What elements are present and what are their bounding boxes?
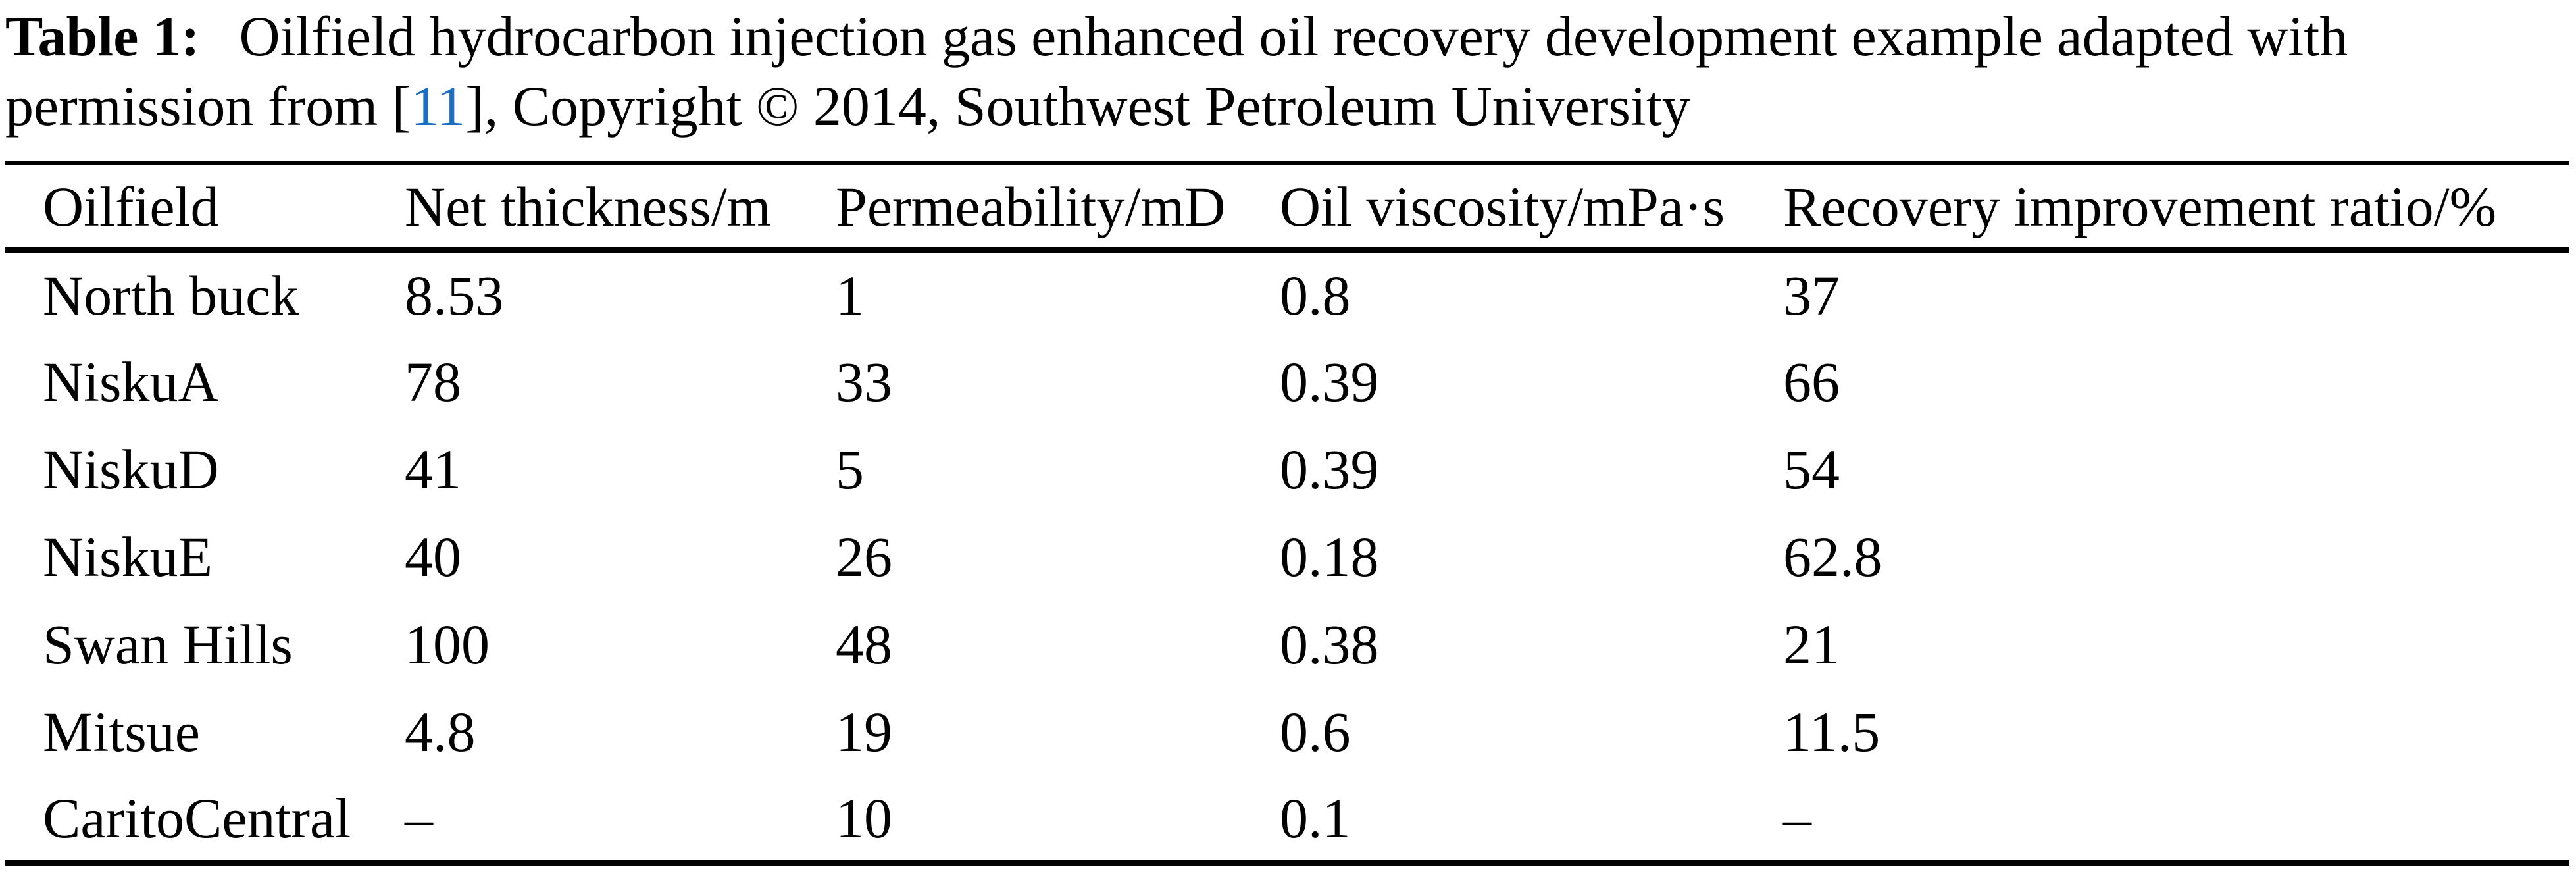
table-body: North buck 8.53 1 0.8 37 NiskuA 78 33 0.39 66 Nisk… (5, 250, 2569, 863)
value-cell: 10 (836, 786, 892, 850)
value-cell: 0.39 (1280, 350, 1379, 413)
value-cell: 100 (405, 612, 490, 676)
caption-line-2: permission from [11], Copyright © 2014, … (5, 71, 2573, 141)
value-cell: 48 (836, 612, 892, 676)
value-cell: 11.5 (1783, 700, 1881, 764)
value-cell: 21 (1783, 612, 1840, 676)
value-cell: 33 (836, 350, 892, 413)
value-cell: 37 (1783, 263, 1840, 327)
value-cell: 0.38 (1280, 612, 1379, 676)
value-cell: 0.1 (1280, 786, 1351, 850)
value-cell: 26 (836, 525, 892, 588)
column-header-0: Oilfield (43, 174, 219, 238)
value-cell: 62.8 (1783, 525, 1882, 588)
table-row: CaritoCentral –10 0.1– (5, 775, 2569, 863)
value-cell: – (1783, 786, 1811, 850)
value-cell: 1 (836, 263, 864, 327)
value-cell: 41 (405, 437, 461, 501)
value-cell: 19 (836, 700, 892, 764)
caption-line-1: Table 1: Oilfield hydrocarbon injection g… (5, 1, 2573, 71)
header-row: Oilfield Net thickness/m Permeability/mD Oi… (5, 163, 2569, 250)
value-cell: 66 (1783, 350, 1840, 413)
row-label-cell: Mitsue (43, 700, 200, 764)
value-cell: 40 (405, 525, 461, 588)
table-row: NiskuE 40 26 0.18 62.8 (5, 513, 2569, 600)
value-cell: 78 (405, 350, 461, 413)
data-table: Oilfield Net thickness/m Permeability/mD Oi… (5, 161, 2569, 866)
table-caption: Table 1: Oilfield hydrocarbon injection g… (5, 1, 2573, 141)
value-cell: 0.8 (1280, 263, 1351, 327)
row-label-cell: CaritoCentral (43, 786, 351, 850)
column-header-1: Net thickness/m (405, 174, 771, 238)
table-row: Swan Hills 100 48 0.38 21 (5, 600, 2569, 688)
value-cell: 54 (1783, 437, 1840, 501)
column-header-4: Recovery improvement ratio/% (1783, 174, 2497, 238)
value-cell: 0.6 (1280, 700, 1351, 764)
value-cell: – (405, 786, 433, 850)
row-label-cell: NiskuD (43, 437, 219, 501)
citation-link-11[interactable]: 11 (411, 74, 466, 138)
row-label-cell: NiskuE (43, 525, 213, 588)
table-row: NiskuD 41 5 0.39 54 (5, 425, 2569, 513)
caption-text-2a: permission from [ (5, 74, 411, 138)
table-row: North buck 8.53 1 0.8 37 (5, 250, 2569, 338)
value-cell: 5 (836, 437, 864, 501)
value-cell: 8.53 (405, 263, 504, 327)
caption-label: Table 1: (5, 5, 200, 68)
caption-text-1: Oilfield hydrocarbon injection gas enhan… (239, 5, 2348, 68)
column-header-2: Permeability/mD (836, 174, 1226, 238)
value-cell: 4.8 (405, 700, 476, 764)
table-row: NiskuA 78 33 0.39 66 (5, 338, 2569, 425)
caption-text-2b: ], Copyright © 2014, Southwest Petroleum… (465, 74, 1690, 138)
value-cell: 0.39 (1280, 437, 1379, 501)
row-label-cell: NiskuA (43, 350, 219, 413)
value-cell: 0.18 (1280, 525, 1379, 588)
row-label-cell: Swan Hills (43, 612, 293, 676)
row-label-cell: North buck (43, 263, 299, 327)
column-header-3: Oil viscosity/mPa·s (1280, 174, 1725, 238)
table-row: Mitsue 4.8 19 0.6 11.5 (5, 688, 2569, 775)
